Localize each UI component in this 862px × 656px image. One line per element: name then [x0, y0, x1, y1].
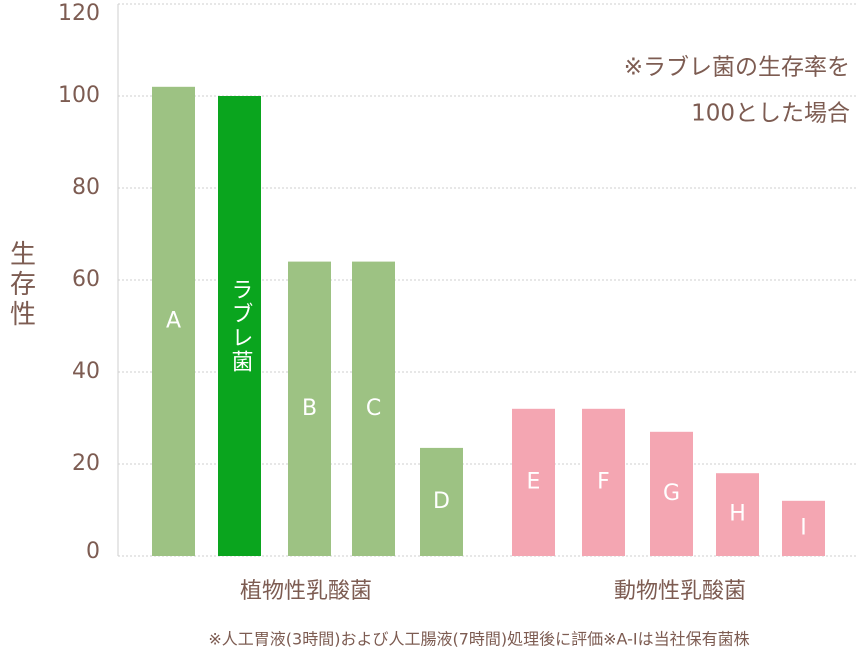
group-label: 動物性乳酸菌 [614, 579, 746, 604]
bar-label: H [729, 502, 746, 527]
bar [420, 447, 463, 556]
bar-label: E [527, 469, 541, 494]
bar [218, 96, 261, 556]
bar [650, 431, 693, 556]
bar [352, 261, 395, 556]
bar [152, 86, 195, 557]
y-tick-label: 0 [86, 539, 100, 564]
bar [782, 500, 825, 556]
bar-label: F [597, 469, 610, 494]
y-axis-label: 生存性 [6, 240, 36, 330]
bar-label: G [663, 481, 680, 506]
group-label: 植物性乳酸菌 [240, 579, 372, 604]
annotation: 100とした場合 [691, 101, 850, 127]
bar-label: C [366, 396, 381, 421]
footnote: ※人工胃液(3時間)および人工腸液(7時間)処理後に評価※A-Iは当社保有菌株 [208, 630, 749, 649]
y-tick-label: 20 [72, 451, 100, 476]
y-tick-label: 40 [72, 359, 100, 384]
bar [512, 408, 555, 556]
bar [582, 408, 625, 556]
annotation: ※ラブレ菌の生存率を [624, 55, 850, 81]
bar-label: D [433, 489, 450, 514]
y-tick-label: 120 [58, 1, 100, 26]
y-tick-label: 60 [72, 267, 100, 292]
y-tick-label: 100 [58, 83, 100, 108]
bar-label: I [800, 515, 807, 540]
bar [288, 261, 331, 556]
bar-label: A [166, 308, 181, 333]
y-tick-label: 80 [72, 175, 100, 200]
bar [716, 473, 759, 556]
bar-label: ラブレ菌 [228, 278, 253, 374]
bar-label: B [302, 396, 317, 421]
